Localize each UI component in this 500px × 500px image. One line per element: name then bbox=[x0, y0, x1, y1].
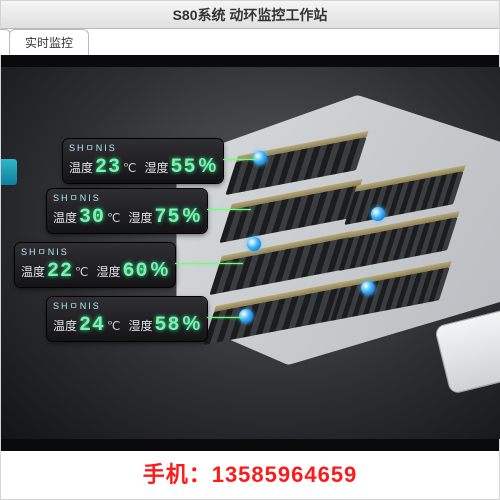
humidity-label: 湿度 bbox=[129, 209, 153, 226]
sensor-reading-badge[interactable]: SHㅁNIS 温度24℃ 湿度58% bbox=[47, 297, 207, 341]
tab-strip: 理 实时监控 bbox=[0, 29, 101, 55]
temp-label: 温度 bbox=[53, 317, 77, 334]
humidity-unit: % bbox=[183, 205, 201, 228]
brand-label: SHㅁNIS bbox=[53, 299, 201, 312]
app-frame: S80系统 动环监控工作站 理 实时监控 SHㅁNIS温度23℃湿度55%SHㅁ… bbox=[0, 0, 500, 500]
temp-value: 30 bbox=[79, 206, 105, 229]
brand-label: SHㅁNIS bbox=[21, 245, 169, 258]
humidity-value: 55 bbox=[171, 156, 197, 179]
temp-label: 温度 bbox=[69, 159, 93, 176]
connector-line bbox=[207, 209, 251, 210]
humidity-label: 湿度 bbox=[97, 263, 121, 280]
humidity-label: 湿度 bbox=[129, 317, 153, 334]
header-divider bbox=[1, 55, 499, 67]
humidity-value: 60 bbox=[123, 260, 149, 283]
app-title: S80系统 动环监控工作站 bbox=[173, 5, 328, 25]
temp-value: 23 bbox=[95, 156, 121, 179]
sensor-marker[interactable] bbox=[247, 237, 261, 251]
temp-value: 22 bbox=[47, 260, 73, 283]
temp-label: 温度 bbox=[53, 209, 77, 226]
temp-unit: ℃ bbox=[75, 265, 88, 279]
contact-phone: 手机：13585964659 bbox=[1, 457, 499, 489]
footer-divider bbox=[1, 439, 499, 451]
temp-value: 24 bbox=[79, 314, 105, 337]
humidity-unit: % bbox=[183, 313, 201, 336]
sensor-marker[interactable] bbox=[371, 207, 385, 221]
connector-line bbox=[223, 159, 257, 160]
temp-unit: ℃ bbox=[107, 319, 120, 333]
brand-label: SHㅁNIS bbox=[69, 141, 217, 154]
tab-realtime[interactable]: 实时监控 bbox=[9, 29, 89, 55]
humidity-value: 58 bbox=[155, 314, 181, 337]
connector-line bbox=[175, 263, 243, 264]
temp-unit: ℃ bbox=[107, 211, 120, 225]
sensor-marker[interactable] bbox=[361, 281, 375, 295]
sensor-marker[interactable] bbox=[239, 309, 253, 323]
humidity-unit: % bbox=[199, 155, 217, 178]
sensor-reading-badge[interactable]: SHㅁNIS 温度23℃ 湿度55% bbox=[63, 139, 223, 183]
connector-line bbox=[207, 317, 243, 318]
sensor-reading-badge[interactable]: SHㅁNIS 温度22℃ 湿度60% bbox=[15, 243, 175, 287]
title-bar: S80系统 动环监控工作站 bbox=[1, 1, 499, 29]
humidity-unit: % bbox=[151, 259, 169, 282]
sidebar-toggle[interactable] bbox=[1, 159, 17, 185]
monitoring-canvas: SHㅁNIS温度23℃湿度55%SHㅁNIS温度30℃湿度75%SHㅁNIS温度… bbox=[1, 67, 500, 439]
humidity-label: 湿度 bbox=[145, 159, 169, 176]
temp-label: 温度 bbox=[21, 263, 45, 280]
sensor-reading-badge[interactable]: SHㅁNIS 温度30℃ 湿度75% bbox=[47, 189, 207, 233]
phone-label: 手机： bbox=[143, 462, 212, 487]
humidity-value: 75 bbox=[155, 206, 181, 229]
phone-number: 13585964659 bbox=[212, 462, 358, 487]
temp-unit: ℃ bbox=[123, 161, 136, 175]
brand-label: SHㅁNIS bbox=[53, 191, 201, 204]
sensor-marker[interactable] bbox=[253, 151, 267, 165]
